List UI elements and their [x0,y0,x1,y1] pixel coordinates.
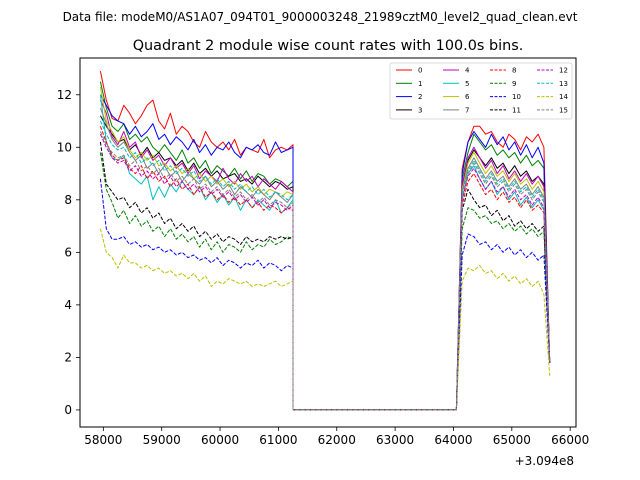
legend-label-0: 0 [418,67,422,75]
x-tick-label: 65000 [493,433,531,447]
legend-label-14: 14 [559,93,568,101]
legend-label-3: 3 [418,106,422,114]
series-line-11 [99,141,551,411]
chart-title: Quadrant 2 module wise count rates with … [133,38,524,54]
series-line-8 [99,126,551,411]
series-line-12 [99,133,551,411]
x-tick-label: 64000 [434,433,472,447]
plot-frame [79,57,577,428]
legend-label-7: 7 [465,106,469,114]
legend-label-6: 6 [465,93,470,101]
series-line-0 [99,70,551,411]
legend-label-4: 4 [465,67,470,75]
x-tick-label: 59000 [143,433,181,447]
legend-label-12: 12 [559,67,568,75]
legend-label-9: 9 [512,80,516,88]
legend-label-1: 1 [418,80,422,88]
x-tick-label: 62000 [318,433,356,447]
legend-label-10: 10 [512,93,521,101]
series-line-14 [99,228,551,411]
series-line-3 [99,115,551,411]
series-line-15 [99,131,551,411]
series-line-4 [99,99,551,411]
series-lines [99,70,551,411]
y-tick-label: 8 [64,193,72,207]
series-line-6 [99,86,551,411]
x-offset-label: +3.094e8 [515,454,574,468]
y-tick-label: 2 [64,350,72,364]
series-line-2 [99,94,551,411]
y-tick-label: 4 [64,298,72,312]
legend-label-5: 5 [465,80,469,88]
x-tick-label: 66000 [551,433,589,447]
x-tick-label: 63000 [376,433,414,447]
y-tick-label: 10 [57,140,72,154]
legend-label-15: 15 [559,106,568,114]
x-tick-label: 61000 [259,433,297,447]
x-tick-label: 60000 [201,433,239,447]
series-line-1 [99,81,551,411]
axes: 58000 59000 60000 61000 62000 63000 64000 65000… [57,88,590,468]
series-line-13 [99,120,551,411]
series-line-9 [99,152,551,411]
y-tick-label: 0 [64,403,72,417]
legend-label-8: 8 [512,67,516,75]
legend-label-2: 2 [418,93,422,101]
series-line-10 [99,178,551,411]
y-tick-label: 6 [64,245,72,259]
suptitle: Data file: modeM0/AS1A07_094T01_90000032… [63,10,578,24]
legend-label-11: 11 [512,106,521,114]
legend-box [389,62,573,120]
x-tick-label: 58000 [84,433,122,447]
series-line-7 [99,107,551,411]
y-tick-label: 12 [57,88,72,102]
legend-label-13: 13 [559,80,568,88]
